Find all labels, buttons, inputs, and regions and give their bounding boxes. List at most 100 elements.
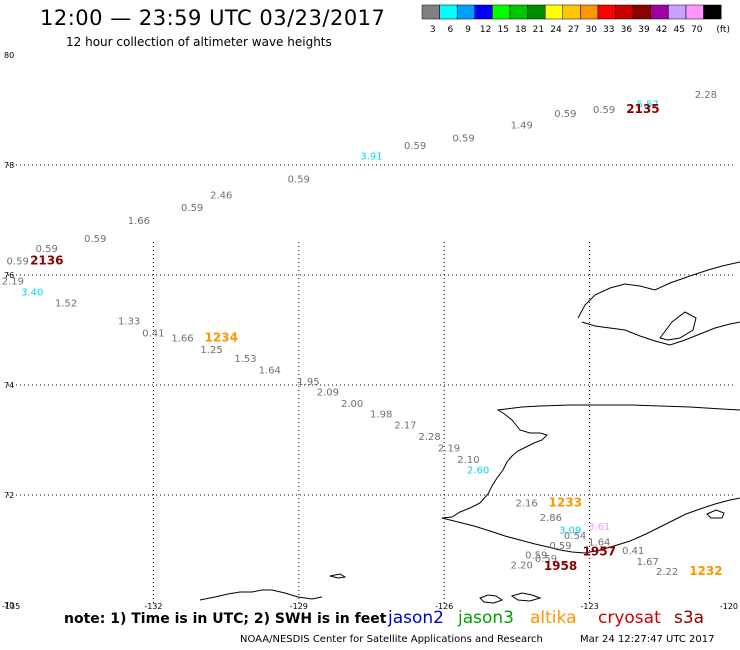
legend-label: 70 bbox=[691, 25, 703, 35]
wave-height-value: 2.60 bbox=[467, 466, 489, 477]
wave-height-value: 2.16 bbox=[515, 499, 537, 510]
legend-label: 18 bbox=[515, 25, 527, 35]
wave-height-value: 0.59 bbox=[404, 141, 426, 152]
delta-coastline bbox=[441, 497, 740, 554]
legend-swatch bbox=[439, 4, 458, 20]
wave-height-value: 0.59 bbox=[288, 175, 310, 186]
wave-height-value: 0.59 bbox=[535, 554, 557, 565]
legend-swatch bbox=[685, 4, 704, 20]
wave-height-value: 1.64 bbox=[588, 538, 610, 549]
wave-height-value: 1.66 bbox=[171, 334, 193, 345]
legend-swatch bbox=[421, 4, 440, 20]
legend-swatch bbox=[474, 4, 493, 20]
pass-time-label: 1958 bbox=[544, 559, 577, 573]
wave-height-value: 3.91 bbox=[360, 152, 382, 163]
legend-swatch bbox=[597, 4, 616, 20]
color-legend: 3 6 9 12 15 18 21 24 27 30 33 36 39 42 45 70 (ft) bbox=[421, 4, 730, 35]
legend-label: 9 bbox=[465, 25, 471, 35]
legend-swatch bbox=[668, 4, 687, 20]
wave-height-value: 1.66 bbox=[128, 216, 150, 227]
longitude-tick-label: -126 bbox=[435, 602, 453, 611]
legend-label: 39 bbox=[638, 25, 650, 35]
legend-swatch bbox=[456, 4, 476, 20]
western-isle bbox=[329, 573, 347, 579]
latitude-tick-label: 80 bbox=[4, 51, 14, 60]
latitude-tick-label: 78 bbox=[4, 161, 14, 170]
legend-swatch bbox=[509, 4, 528, 20]
generated-timestamp: Mar 24 12:27:47 UTC 2017 bbox=[580, 634, 715, 645]
wave-height-value: 1.95 bbox=[297, 377, 319, 388]
wave-height-value: 2.46 bbox=[210, 191, 232, 202]
wave-height-value: 0.59 bbox=[593, 105, 615, 116]
map-graticule bbox=[8, 164, 735, 605]
wave-height-value: 2.20 bbox=[511, 561, 533, 572]
legend-label: 36 bbox=[621, 25, 633, 35]
longitude-tick-label: -135 bbox=[2, 602, 20, 611]
pass-time-label: 1232 bbox=[689, 564, 722, 578]
wave-height-value: 2.19 bbox=[2, 276, 24, 287]
wave-height-value: 1.53 bbox=[234, 354, 256, 365]
pass-time-label: 1957 bbox=[583, 545, 616, 559]
pass-time-label: 1234 bbox=[205, 331, 238, 345]
pass-time-label: 1233 bbox=[549, 496, 582, 510]
longitude-tick-label: -123 bbox=[581, 602, 599, 611]
wave-height-value: 5.57 bbox=[637, 99, 659, 110]
wave-height-value: 0.59 bbox=[549, 541, 571, 552]
banks-island-coast bbox=[581, 321, 740, 346]
credit-line: NOAA/NESDIS Center for Satellite Applica… bbox=[240, 634, 543, 645]
wave-height-value: 2.09 bbox=[317, 387, 339, 398]
wave-height-value: 0.59 bbox=[525, 550, 547, 561]
legend-label: 3 bbox=[430, 25, 436, 35]
legend-swatch bbox=[580, 4, 599, 20]
pass-time-label: 2136 bbox=[30, 254, 63, 268]
wave-height-value: 2.86 bbox=[540, 513, 562, 524]
legend-label: 24 bbox=[550, 25, 562, 35]
legend-label: 27 bbox=[568, 25, 579, 35]
legend-swatch bbox=[650, 4, 669, 20]
longitude-tick-label: -120 bbox=[720, 602, 738, 611]
wave-height-value: 2.00 bbox=[341, 399, 363, 410]
legend-label: 33 bbox=[603, 25, 614, 35]
footnote: note: 1) Time is in UTC; 2) SWH is in fe… bbox=[64, 611, 387, 627]
satellite-cryosat: cryosat bbox=[598, 608, 661, 628]
satellite-jason3: jason3 bbox=[458, 608, 514, 628]
arctic-island-coast bbox=[577, 261, 740, 319]
legend-swatch bbox=[562, 4, 581, 20]
satellite-jason2: jason2 bbox=[388, 608, 444, 628]
page-subtitle: 12 hour collection of altimeter wave hei… bbox=[66, 35, 332, 49]
wave-height-value: 1.67 bbox=[637, 557, 659, 568]
legend-label: 42 bbox=[656, 25, 667, 35]
wave-height-value: 2.28 bbox=[695, 90, 717, 101]
mainland-coastline bbox=[441, 404, 740, 519]
legend-label: 30 bbox=[585, 25, 597, 35]
longitude-tick-label: -132 bbox=[144, 602, 162, 611]
wave-height-value: 0.59 bbox=[452, 133, 474, 144]
axis-labels: 80 78 76 74 72 70-135 -132 -129 -126 -123 -120 bbox=[2, 51, 738, 611]
legend-swatch bbox=[632, 4, 652, 20]
legend-label: 21 bbox=[533, 25, 544, 35]
peninsula-coast bbox=[659, 311, 697, 341]
wave-height-value: 2.10 bbox=[457, 455, 479, 466]
wave-height-value: 2.22 bbox=[656, 567, 678, 578]
legend-swatch bbox=[544, 4, 564, 20]
wave-height-value: 0.41 bbox=[622, 546, 644, 557]
inlet-isles bbox=[479, 509, 725, 604]
wave-height-value: 3.40 bbox=[21, 287, 43, 298]
wave-height-value: 1.25 bbox=[200, 345, 222, 356]
wave-height-value: 0.54 bbox=[564, 531, 586, 542]
wave-height-value: 1.49 bbox=[511, 121, 533, 132]
wave-height-value: 0.59 bbox=[181, 203, 203, 214]
wave-height-value: 1.64 bbox=[259, 365, 281, 376]
coastline bbox=[199, 261, 740, 604]
wave-height-value: 2.19 bbox=[438, 444, 460, 455]
legend-swatch bbox=[615, 4, 634, 20]
legend-label: 6 bbox=[448, 25, 454, 35]
legend-label: 15 bbox=[497, 25, 508, 35]
wave-height-value: 0.59 bbox=[554, 109, 576, 120]
wave-height-value: 2.28 bbox=[419, 432, 441, 443]
observation-labels: 2.285.5721350.590.591.490.590.593.910.59… bbox=[2, 90, 723, 578]
wave-height-value: 2.17 bbox=[394, 420, 416, 431]
longitude-tick-label: -129 bbox=[290, 602, 308, 611]
